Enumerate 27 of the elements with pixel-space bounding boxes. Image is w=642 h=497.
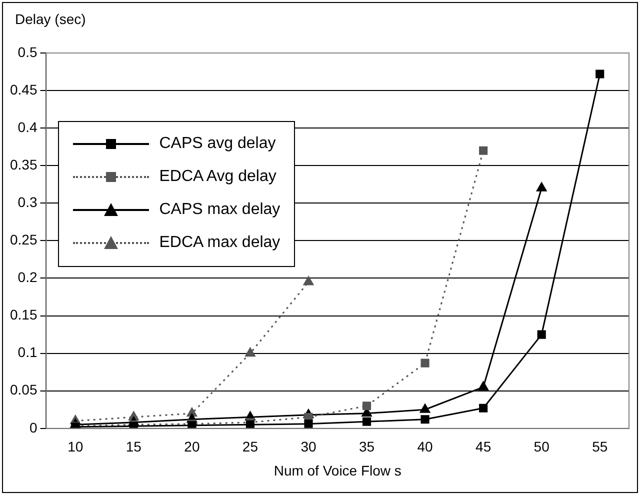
y-axis-title: Delay (sec) <box>15 10 86 27</box>
y-tick-label: 0.35 <box>10 156 38 172</box>
legend-label: CAPS max delay <box>159 201 280 220</box>
y-tick-label: 0.5 <box>18 44 38 60</box>
y-tick-label: 0.45 <box>10 81 38 98</box>
y-tick-label: 0 <box>29 419 38 436</box>
x-tick-label: 15 <box>126 438 142 455</box>
y-tick-label: 0.2 <box>18 269 38 286</box>
x-tick-label: 30 <box>300 438 316 455</box>
x-tick-label: 45 <box>476 438 492 455</box>
legend-label: EDCA max delay <box>159 234 280 252</box>
y-tick-label: 0.3 <box>18 194 38 210</box>
legend-label: EDCA Avg delay <box>159 168 276 186</box>
x-tick-label: 40 <box>417 438 434 455</box>
legend-label: CAPS avg delay <box>159 135 276 154</box>
x-tick-label: 50 <box>534 438 550 455</box>
x-tick-label: 20 <box>184 438 200 455</box>
x-tick-label: 35 <box>358 438 375 455</box>
y-tick-label: 0.4 <box>18 118 38 135</box>
x-tick-label: 55 <box>592 438 608 455</box>
y-tick-label: 0.15 <box>10 306 38 323</box>
x-tick-label: 25 <box>242 438 258 455</box>
x-axis-title: Num of Voice Flow s <box>274 462 402 478</box>
y-tick-label: 0.1 <box>18 344 38 360</box>
y-tick-label: 0.05 <box>10 382 38 398</box>
y-tick-label: 0.25 <box>10 232 38 248</box>
x-tick-label: 10 <box>68 438 84 455</box>
